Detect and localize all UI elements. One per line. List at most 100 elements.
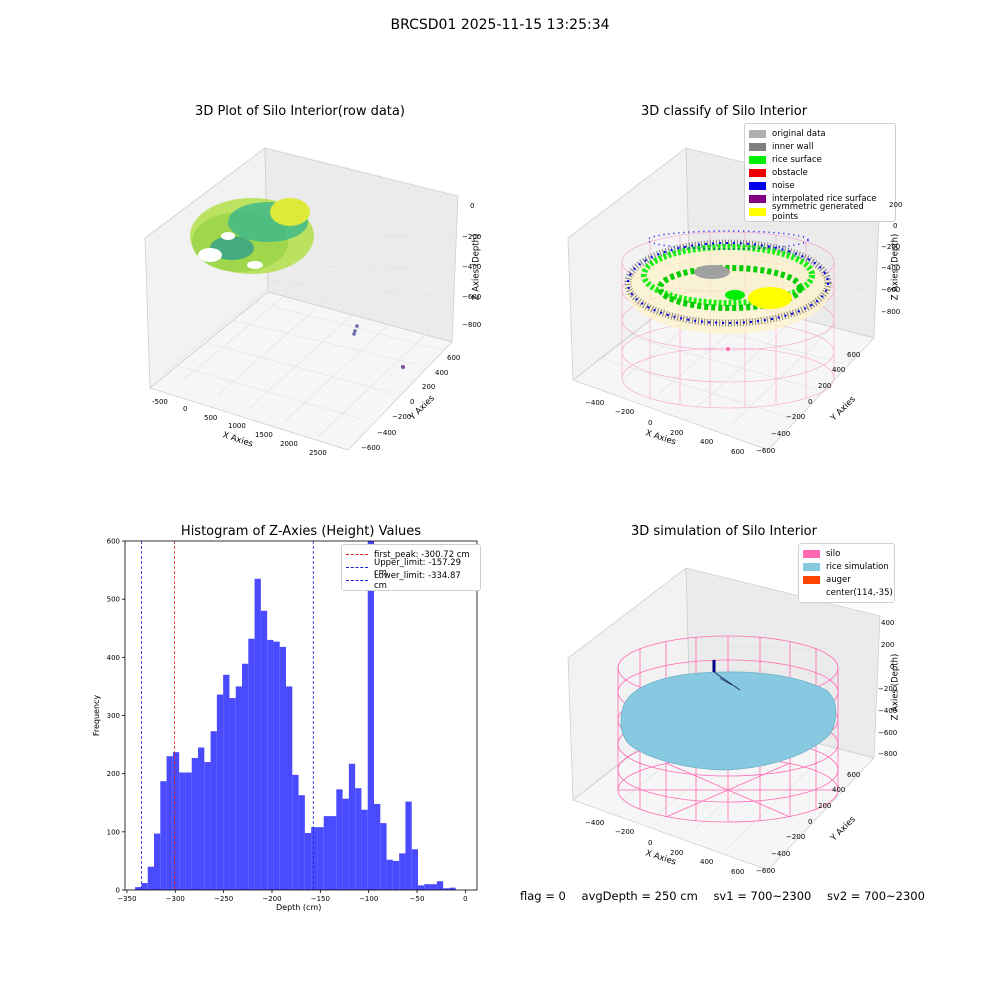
y-tick: −600 [361,444,381,452]
x-tick-label: −150 [311,895,330,903]
x-tick-label: −50 [410,895,425,903]
legend-item: noise [749,179,891,192]
y-tick: 600 [447,354,461,362]
z-tick: 0 [470,202,475,210]
z-axis-label: Z Axies (Depth) [890,653,901,721]
z-tick: −600 [881,286,901,294]
legend-swatch [803,549,820,558]
histogram-bar [286,686,293,890]
histogram-bar [147,866,155,890]
legend-label: symmetric generated points [772,201,864,222]
threshold-lines [141,541,314,890]
x-tick: -500 [152,398,168,406]
histogram-bar [135,887,142,890]
legend-item: Upper_limit: -157.29 cm [346,558,476,578]
figure-title: BRCSD01 2025-11-15 13:25:34 [390,17,610,33]
z-tick: 200 [881,641,895,649]
y-tick: −200 [786,413,806,421]
legend-item: inner wall [749,140,891,153]
legend-swatch [749,142,766,151]
legend-swatch [749,181,766,190]
y-tick: 400 [832,366,846,374]
y-tick: 600 [847,771,861,779]
legend-label: auger [826,574,851,585]
histogram-bar [204,762,211,890]
legend-swatch [749,129,766,138]
legend-label: rice surface [772,154,822,165]
legend: silo rice simulation auger center(114,-3… [798,543,895,603]
histogram-bar [449,887,456,890]
histogram-bar [304,832,312,890]
histogram-bar [424,884,431,890]
histogram-bar [367,541,375,890]
x-tick: 0 [648,839,653,847]
legend-swatch [749,155,766,164]
y-tick-label: 400 [107,654,120,662]
histogram-bar [154,833,161,890]
x-axis-label: Depth (cm) [276,903,322,912]
x-tick: 200 [670,429,684,437]
histogram-bar [342,798,349,890]
panel-title: 3D simulation of Silo Interior [631,524,817,539]
y-tick-label: 300 [107,712,120,720]
histogram-bar [380,823,387,890]
histogram-bar [279,646,287,890]
histogram-bar [235,686,243,890]
z-tick: −400 [881,264,901,272]
legend-item: rice simulation [803,560,890,573]
sv2-text: sv2 = 700~2300 [827,889,925,903]
histogram-bar [254,578,261,890]
x-tick: 500 [204,414,218,422]
legend-label: silo [826,548,841,559]
x-tick: 600 [731,448,745,456]
y-tick-label: 200 [107,770,120,778]
x-tick: −400 [585,819,605,827]
x-tick-label: −300 [166,895,185,903]
histogram-bar [418,885,425,890]
x-tick: 1500 [255,431,273,439]
histogram-bar [141,883,148,890]
z-tick: 0 [893,222,898,230]
rice-simulation-surface [620,671,837,771]
legend-item: original data [749,127,891,140]
histogram-bar [374,803,381,890]
histogram-bar [198,747,205,890]
histogram-bar [336,789,343,890]
histogram-bar [179,772,186,890]
histogram-bar [405,801,412,890]
auger [712,660,741,691]
histogram-bar [361,809,368,890]
legend-item: auger [803,573,890,586]
x-tick: −400 [585,399,605,407]
legend-swatch [749,194,766,203]
histogram-bar [191,757,199,890]
sv1-text: sv1 = 700~2300 [713,889,812,903]
x-tick-label: −200 [262,895,281,903]
histogram-bar [443,888,450,890]
y-tick-label: 100 [107,828,120,836]
panel-title: 3D Plot of Silo Interior(row data) [195,104,405,119]
legend-label: center(114,-35) [826,587,893,598]
legend-swatch [346,567,368,568]
y-tick: 200 [818,382,832,390]
x-tick: 200 [670,849,684,857]
legend-swatch [803,575,820,584]
x-tick: 0 [648,419,653,427]
y-tick: 0 [808,818,813,826]
legend-label: rice simulation [826,561,889,572]
x-tick: 2000 [280,440,298,448]
legend-swatch [749,207,766,216]
x-tick-label: −250 [214,895,233,903]
histogram-bar [392,860,400,890]
z-tick: −600 [462,293,482,301]
y-tick: 400 [435,369,449,377]
z-tick: 200 [889,201,903,209]
x-tick: 2500 [309,449,327,457]
legend-label: original data [772,128,826,139]
z-tick: −200 [462,233,482,241]
legend-item: silo [803,547,890,560]
x-tick-label: −350 [117,895,136,903]
legend-item: interpolated rice surface [749,192,891,205]
histogram-bar [311,827,318,890]
